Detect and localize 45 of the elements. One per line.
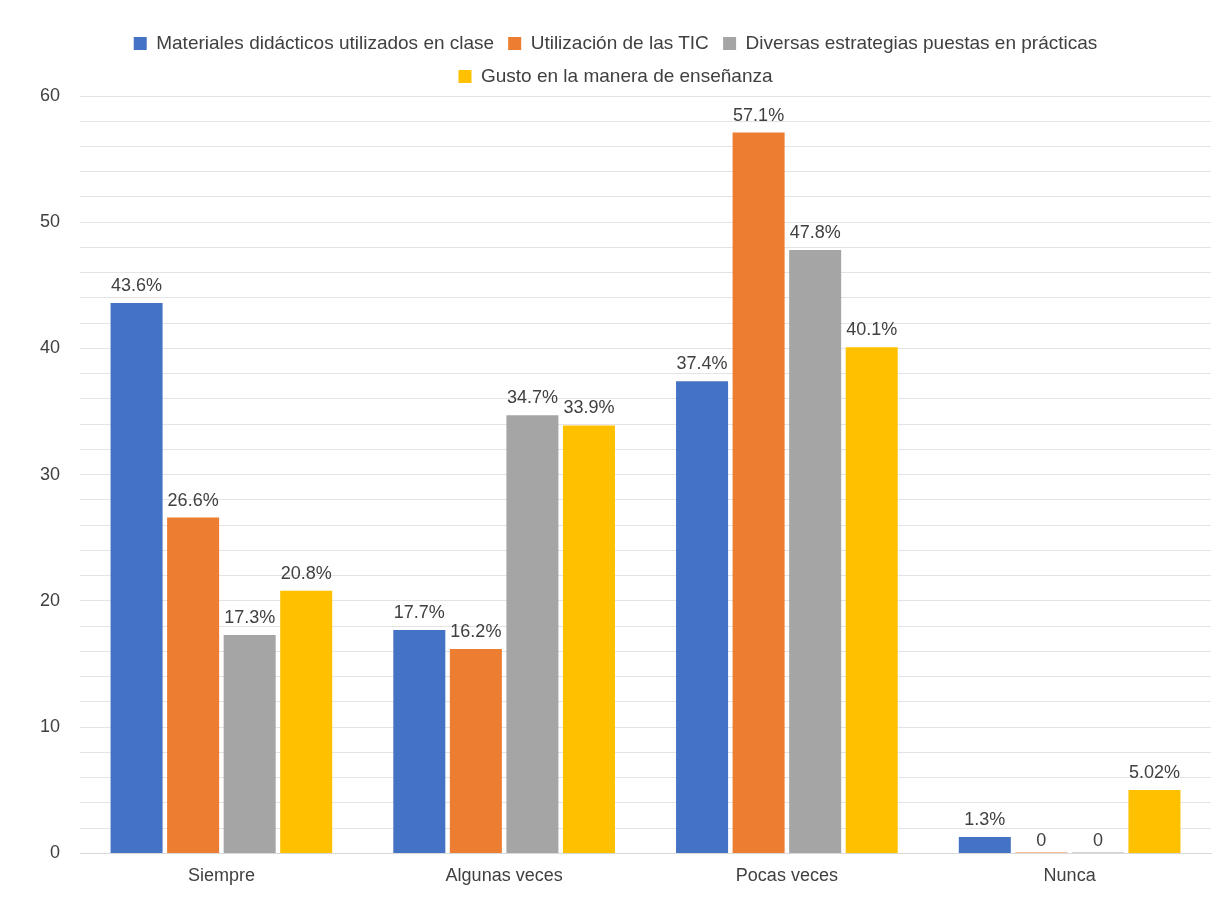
- data-label: 33.9%: [563, 397, 615, 418]
- data-label: 20.8%: [280, 562, 332, 583]
- bar: [676, 381, 729, 853]
- data-label: 34.7%: [506, 387, 558, 408]
- x-tick-label: Algunas veces: [445, 865, 563, 886]
- x-tick-label: Siempre: [187, 865, 255, 886]
- data-label: 40.1%: [846, 319, 898, 340]
- data-label: 16.2%: [450, 620, 502, 641]
- y-tick-label: 10: [39, 716, 61, 737]
- data-label: 1.3%: [964, 808, 1006, 829]
- y-tick-label: 20: [39, 589, 61, 610]
- bar: [449, 648, 502, 853]
- data-label: 37.4%: [676, 353, 728, 374]
- legend-label: Diversas estrategias puestas en prácticas: [745, 31, 1098, 53]
- bar: [223, 635, 276, 853]
- bar: [789, 250, 842, 853]
- data-label: 5.02%: [1128, 762, 1180, 782]
- y-tick-label: 60: [39, 84, 61, 105]
- bar: [958, 836, 1011, 853]
- data-label: 17.7%: [393, 601, 445, 622]
- data-label: 47.8%: [789, 221, 841, 242]
- legend-label: Utilización de las TIC: [530, 31, 709, 53]
- y-tick-label: 40: [39, 337, 61, 358]
- bar: [1128, 790, 1181, 853]
- data-label: 43.6%: [111, 274, 163, 295]
- legend-label: Materiales didácticos utilizados en clase: [156, 31, 495, 53]
- bar: [280, 590, 333, 853]
- bar: [167, 517, 220, 853]
- x-tick-label: Pocas veces: [735, 865, 838, 886]
- data-label: 26.6%: [167, 489, 219, 510]
- bar: [732, 132, 785, 853]
- bar: [562, 425, 615, 853]
- y-tick-label: 30: [39, 463, 61, 484]
- data-label: 0: [1092, 830, 1103, 851]
- legend-label: Gusto en la manera de enseñanza: [480, 64, 773, 86]
- bar: [845, 347, 898, 853]
- bar: [110, 303, 163, 853]
- bar: [393, 629, 446, 853]
- data-label: 17.3%: [224, 606, 276, 627]
- y-tick-label: 0: [50, 842, 61, 863]
- data-label: 57.1%: [733, 104, 785, 125]
- bar: [506, 415, 559, 853]
- x-tick-label: Nunca: [1043, 865, 1097, 886]
- y-tick-label: 50: [39, 211, 61, 232]
- data-label: 0: [1036, 830, 1047, 851]
